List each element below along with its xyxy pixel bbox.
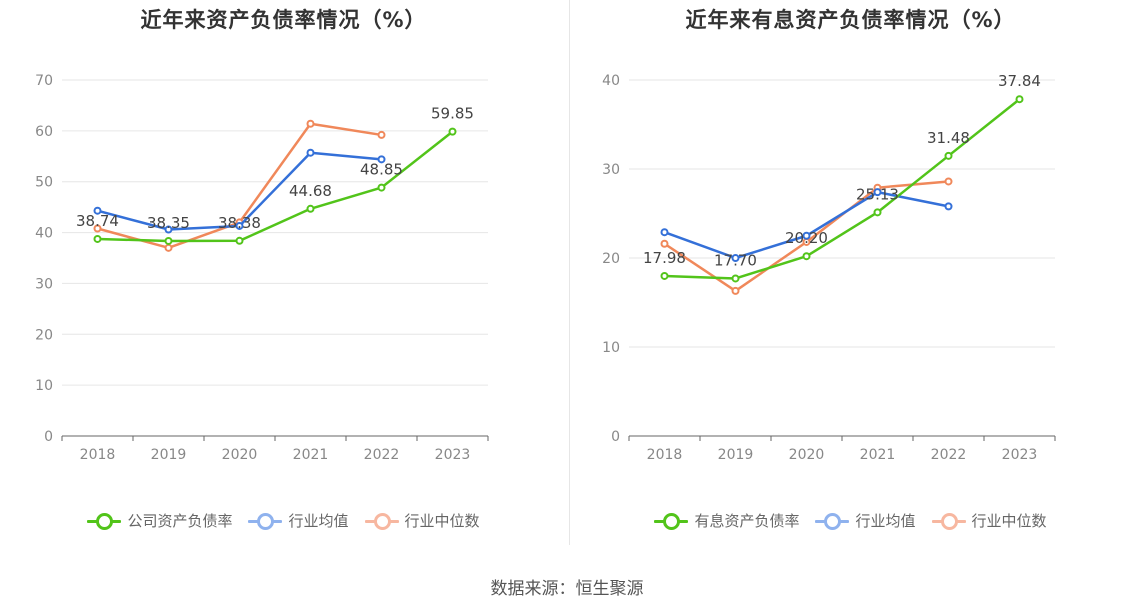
data-source-note: 数据来源：恒生聚源 [490,579,644,599]
x-tick-label: 2018 [80,447,116,463]
data-point [235,221,244,230]
data-point [93,224,102,233]
x-tick-label: 2018 [647,447,683,463]
legend-label: 行业中位数 [404,512,480,530]
x-tick-label: 2021 [293,447,329,463]
legend-item-company[interactable]: 公司资产负债率 [87,510,232,531]
x-tick-label: 2023 [1002,447,1038,463]
legend-marker-icon [654,512,689,530]
data-point [802,231,811,240]
data-point [660,228,669,237]
data-point [944,202,953,211]
left-chart-panel: 近年来资产负债率情况（%） 0 10 20 30 40 50 60 70 2018 2019 202… [0,0,567,560]
legend-item-industry-mean[interactable]: 行业均值 [248,510,349,531]
chart-title: 近年来有息资产负债率情况（%） [685,8,1016,32]
data-label: 48.85 [360,161,403,179]
data-point [731,286,740,295]
x-tick-label: 2021 [860,447,896,463]
y-tick-label: 0 [44,429,53,445]
series-line [97,130,454,243]
legend-marker-icon [931,512,966,530]
data-point [873,208,882,217]
y-tick-label: 20 [35,327,53,343]
legend-item-industry-mean[interactable]: 行业均值 [815,510,916,531]
data-point [235,236,244,245]
x-tick-label: 2020 [789,447,825,463]
legend-marker-icon [87,512,122,530]
y-tick-label: 20 [602,251,620,267]
data-point [448,127,457,136]
legend-item-industry-median[interactable]: 行业中位数 [931,510,1047,531]
chart-title: 近年来资产负债率情况（%） [140,8,427,32]
y-tick-label: 30 [35,276,53,292]
legend-item-company[interactable]: 有息资产负债率 [654,510,799,531]
data-label: 17.70 [714,251,757,269]
chart-legend: 公司资产负债率 行业均值 行业中位数 [0,510,567,531]
interest-bearing-debt-ratio-chart: 0 10 20 30 40 2018 2019 2020 2021 2022 2023 17.98 17… [602,72,1056,463]
data-point [1015,95,1024,104]
data-point [731,254,740,262]
legend-marker-icon [815,512,850,530]
legend-label: 行业中位数 [971,512,1047,530]
chart-legend: 有息资产负债率 行业均值 行业中位数 [567,510,1134,531]
data-point [944,151,953,160]
legend-label: 行业均值 [855,512,916,530]
x-tick-label: 2022 [364,447,400,463]
y-tick-label: 50 [35,175,53,191]
data-label: 25.13 [856,185,899,203]
y-tick-label: 10 [35,378,53,394]
data-point [93,234,102,243]
data-point [377,130,386,139]
x-tick-label: 2020 [222,447,258,463]
legend-marker-icon [364,512,399,530]
data-point [164,243,173,252]
y-tick-label: 40 [602,73,620,89]
data-point [306,119,315,128]
data-point [944,177,953,186]
data-label: 31.48 [927,129,970,147]
data-label: 17.98 [643,249,686,267]
data-point [660,239,669,248]
data-label: 38.74 [76,212,119,230]
x-tick-label: 2023 [435,447,471,463]
y-tick-label: 70 [35,73,53,89]
data-point [660,271,669,280]
data-point [306,204,315,213]
series-line [664,98,1021,280]
legend-label: 行业均值 [288,512,349,530]
data-point [164,236,173,245]
right-chart-panel: 近年来有息资产负债率情况（%） 0 10 20 30 40 2018 2019 2020 202… [567,0,1134,560]
data-point [731,274,740,283]
legend-label: 有息资产负债率 [694,512,800,530]
data-label: 20.20 [785,229,828,247]
data-label: 38.35 [147,214,190,232]
data-point [377,155,386,164]
y-tick-label: 0 [611,429,620,445]
data-point [802,252,811,261]
data-label: 38.38 [218,214,261,232]
legend-item-industry-median[interactable]: 行业中位数 [364,510,480,531]
debt-ratio-chart: 0 10 20 30 40 50 60 70 2018 2019 2020 2021 2022 2023 3… [35,73,489,463]
y-tick-label: 60 [35,124,53,140]
data-label: 59.85 [431,105,474,123]
legend-label: 公司资产负债率 [127,512,233,530]
data-point [306,148,315,157]
x-tick-label: 2019 [718,447,754,463]
y-tick-label: 40 [35,226,53,242]
data-label: 37.84 [998,72,1041,90]
y-tick-label: 10 [602,340,620,356]
legend-marker-icon [248,512,283,530]
data-point [93,206,102,215]
x-tick-label: 2019 [151,447,187,463]
y-tick-label: 30 [602,162,620,178]
data-point [164,225,173,234]
x-tick-label: 2022 [931,447,967,463]
series-line [664,190,949,260]
data-point [377,183,386,192]
panel-divider [569,0,570,545]
data-point [873,188,882,197]
data-label: 44.68 [289,182,332,200]
